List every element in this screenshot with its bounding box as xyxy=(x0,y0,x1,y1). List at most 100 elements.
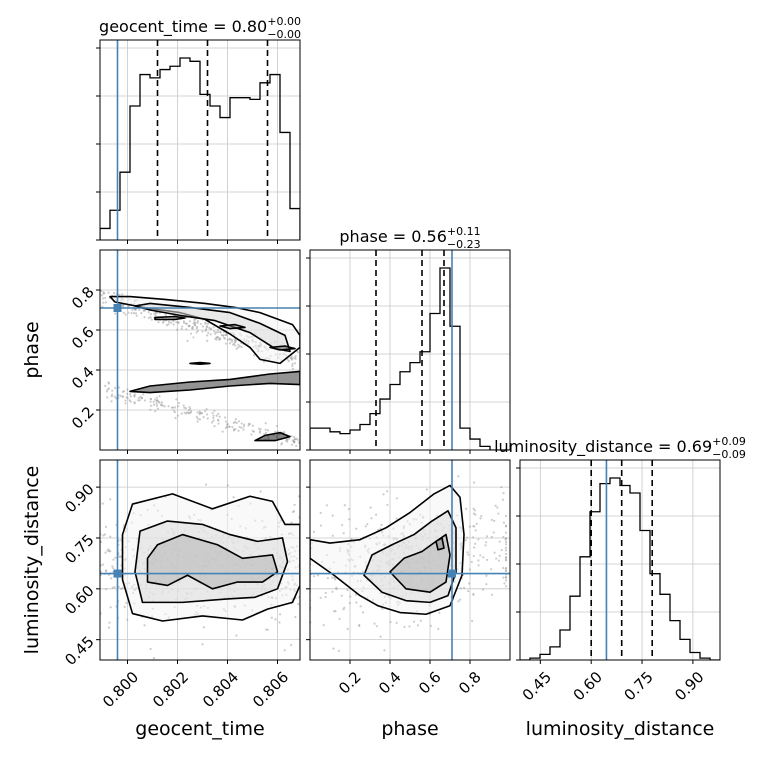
sample-point xyxy=(149,400,152,403)
sample-point xyxy=(212,419,215,422)
sample-point xyxy=(196,411,199,414)
sample-point xyxy=(209,327,213,330)
sample-point xyxy=(172,320,175,323)
sample-point xyxy=(187,324,190,327)
sample-point xyxy=(361,611,365,614)
sample-point xyxy=(291,362,294,365)
sample-point xyxy=(334,610,337,613)
sample-point xyxy=(121,390,124,393)
sample-point xyxy=(395,497,398,500)
contour-level xyxy=(254,431,291,442)
sample-point xyxy=(110,577,113,580)
sample-point xyxy=(231,425,234,429)
sample-point xyxy=(502,492,505,495)
sample-point xyxy=(474,529,477,532)
sample-point xyxy=(237,429,240,432)
sample-point xyxy=(238,345,242,348)
sample-point xyxy=(108,621,111,624)
sample-point xyxy=(493,519,496,522)
sample-point xyxy=(477,538,480,541)
sample-point xyxy=(122,311,125,314)
sample-point xyxy=(149,316,152,319)
sample-point xyxy=(485,583,488,586)
sample-point xyxy=(110,400,113,403)
sample-point xyxy=(153,312,156,315)
truth-marker xyxy=(113,304,122,312)
title-plus: +0.00 xyxy=(267,15,301,28)
sample-point xyxy=(319,524,323,527)
sample-point xyxy=(161,321,165,324)
sample-point xyxy=(325,504,329,507)
sample-point xyxy=(107,291,110,294)
x-tick-label: 0.804 xyxy=(199,668,242,711)
sample-point xyxy=(213,330,216,333)
sample-point xyxy=(195,331,198,334)
sample-point xyxy=(389,620,392,624)
contour-level xyxy=(134,302,291,353)
sample-point xyxy=(189,407,192,410)
sample-point xyxy=(224,342,228,345)
sample-point xyxy=(473,546,476,549)
sample-point xyxy=(187,409,190,412)
sample-point xyxy=(149,397,153,401)
sample-point xyxy=(189,410,193,413)
sample-point xyxy=(213,425,216,428)
sample-point xyxy=(482,556,485,559)
sample-point xyxy=(471,619,474,623)
x-axis-label-geocent_time: geocent_time xyxy=(135,718,264,740)
sample-point xyxy=(379,635,382,638)
sample-point xyxy=(189,332,193,335)
sample-point xyxy=(343,504,346,507)
title-minus: −0.00 xyxy=(267,28,301,41)
x-tick-label: 0.2 xyxy=(335,668,365,698)
scatter-cloud xyxy=(310,475,508,652)
sample-point xyxy=(188,320,191,323)
sample-point xyxy=(170,321,173,324)
sample-point xyxy=(152,656,156,660)
contour-level xyxy=(389,533,451,594)
y-tick-label: 0.4 xyxy=(68,363,98,393)
x-tick-label: 0.75 xyxy=(620,668,656,704)
sample-point xyxy=(121,293,124,296)
sample-point xyxy=(218,415,221,418)
sample-point xyxy=(473,525,476,528)
sample-point xyxy=(180,412,183,415)
sample-point xyxy=(142,393,145,396)
sample-point xyxy=(133,402,136,405)
sample-point xyxy=(147,316,151,319)
sample-point xyxy=(502,521,506,524)
sample-point xyxy=(482,588,485,591)
sample-point xyxy=(112,292,116,295)
sample-point xyxy=(459,587,462,590)
sample-point xyxy=(458,598,462,601)
sample-point xyxy=(348,601,351,605)
sample-point xyxy=(161,404,164,407)
sample-point xyxy=(490,593,494,596)
sample-point xyxy=(354,593,358,596)
sample-point xyxy=(122,395,125,398)
sample-point xyxy=(101,297,105,300)
sample-point xyxy=(502,566,505,570)
sample-point xyxy=(119,394,122,397)
sample-point xyxy=(226,338,230,341)
sample-point xyxy=(295,444,298,448)
sample-point xyxy=(228,342,232,345)
sample-point xyxy=(346,588,349,592)
sample-point xyxy=(490,518,494,522)
sample-point xyxy=(126,618,129,621)
sample-point xyxy=(212,414,215,417)
sample-point xyxy=(464,539,467,542)
sample-point xyxy=(504,524,508,527)
sample-point xyxy=(195,327,199,330)
sample-point xyxy=(242,428,245,431)
sample-point xyxy=(111,565,114,568)
sample-point xyxy=(198,418,202,421)
sample-point xyxy=(501,498,504,501)
panel-frame xyxy=(519,459,721,661)
sample-point xyxy=(204,483,208,486)
sample-point xyxy=(324,591,327,594)
sample-point xyxy=(171,406,175,409)
sample-point xyxy=(403,625,406,629)
sample-point xyxy=(316,574,320,577)
sample-point xyxy=(287,437,291,440)
